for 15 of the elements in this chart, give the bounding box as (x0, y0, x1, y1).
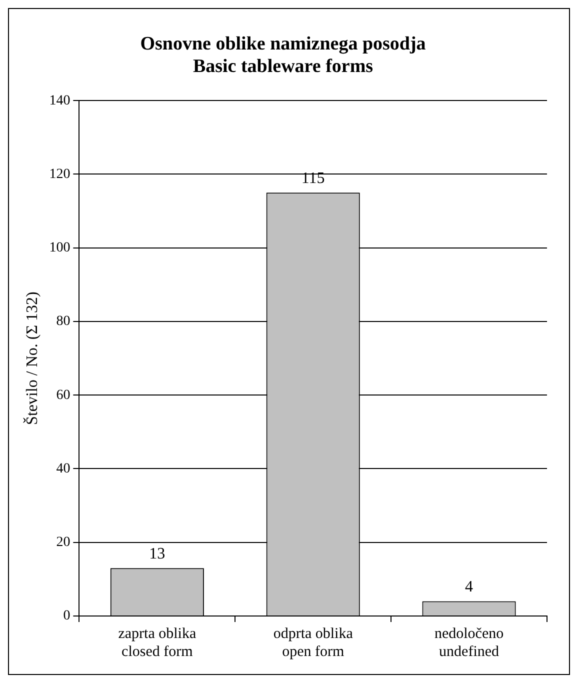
y-tick-label: 80 (56, 314, 70, 330)
x-tick-label: odprta oblika open form (273, 626, 354, 660)
y-tick-label: 0 (63, 608, 70, 624)
y-tick-label: 120 (49, 166, 70, 182)
y-tick-label: 20 (56, 535, 70, 550)
data-label: 4 (465, 578, 474, 596)
y-tick-label: 140 (49, 93, 70, 108)
y-tick-label: 100 (49, 240, 70, 256)
y-tick-label: 60 (56, 388, 70, 403)
data-label: 13 (149, 545, 166, 562)
y-axis-title: Število / No. (Σ 132) (22, 292, 41, 425)
chart-title: Osnovne oblike namiznega posodja Basic tableware forms (140, 33, 426, 78)
y-tick-label: 40 (56, 461, 70, 476)
x-tick-label: nedoločeno undefined (434, 626, 504, 660)
x-tick-label: zaprta oblika closed form (118, 626, 196, 660)
